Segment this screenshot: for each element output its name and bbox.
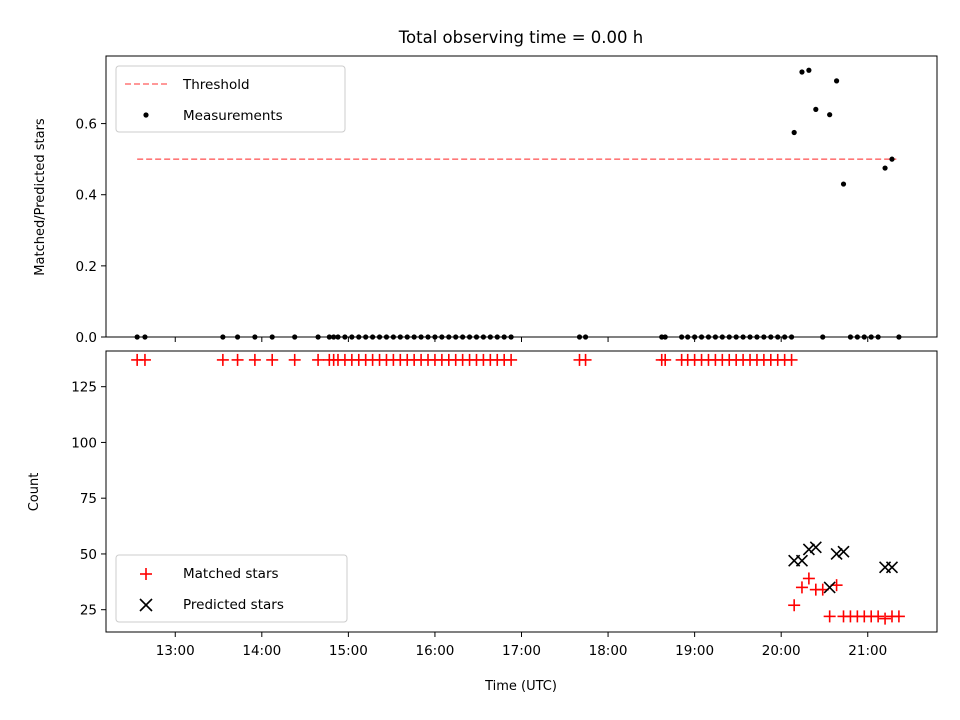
measurement-point <box>827 112 833 118</box>
measurement-point <box>813 106 819 112</box>
bottom-panel: Count Time (UTC) 25 50 75 100 125 13:00 14:00 1… <box>27 350 938 694</box>
matched-legend-label: Matched stars <box>183 566 279 582</box>
matched-star-point <box>266 353 279 366</box>
bottom-x-axis-label: Time (UTC) <box>484 679 557 694</box>
matched-star-point <box>795 581 808 594</box>
measurement-point <box>806 67 812 73</box>
matched-star-point <box>802 572 815 585</box>
bottom-x-tick-label: 15:00 <box>329 643 368 659</box>
bottom-legend-box <box>115 554 348 623</box>
measurement-point <box>882 165 888 171</box>
bottom-y-tick-label: 75 <box>80 491 97 507</box>
predicted-star-point <box>823 581 836 594</box>
top-legend-box <box>115 65 346 133</box>
matched-star-point <box>505 353 518 366</box>
measurements-legend-swatch <box>143 112 149 118</box>
bottom-x-tick-label: 18:00 <box>589 643 628 659</box>
predicted-star-point <box>885 561 899 574</box>
top-legend: Threshold Measurements <box>115 65 346 133</box>
bottom-axes-frame <box>105 350 938 633</box>
bottom-x-tick-label: 21:00 <box>848 643 887 659</box>
predicted-legend-swatch <box>139 598 153 612</box>
matched-star-point <box>288 353 301 366</box>
measurement-point <box>791 129 797 136</box>
matched-star-point <box>785 353 798 366</box>
bottom-x-tick-label: 16:00 <box>415 643 454 659</box>
bottom-y-tick-label: 50 <box>80 547 97 563</box>
measurement-point <box>833 78 840 84</box>
matched-star-point <box>823 610 836 623</box>
matched-star-point <box>138 353 151 366</box>
matched-star-point <box>312 353 325 366</box>
top-plot-area: 0.0 0.2 0.4 0.6 <box>76 67 902 346</box>
predicted-star-point <box>795 554 809 567</box>
matched-star-point <box>216 353 229 366</box>
measurement-point <box>889 156 895 162</box>
top-y-tick-label: 0.2 <box>76 259 97 275</box>
matched-legend-swatch <box>140 568 152 580</box>
measurements-legend-label: Measurements <box>183 108 283 124</box>
matched-star-point <box>248 353 261 366</box>
bottom-y-tick-label: 125 <box>71 380 97 396</box>
bottom-x-tick-label: 20:00 <box>762 643 801 659</box>
bottom-x-tick-label: 14:00 <box>242 643 281 659</box>
predicted-star-point <box>830 547 843 561</box>
bottom-x-tick-label: 17:00 <box>502 643 541 659</box>
bottom-x-tick-label: 19:00 <box>675 643 714 659</box>
bottom-y-tick-label: 100 <box>71 435 97 451</box>
predicted-star-point <box>802 543 815 556</box>
matched-star-point <box>872 610 885 623</box>
matched-star-point <box>231 353 244 366</box>
bottom-y-tick-label: 25 <box>80 603 97 619</box>
predicted-legend-label: Predicted stars <box>183 597 284 613</box>
bottom-legend: Matched stars Predicted stars <box>115 554 348 623</box>
top-y-axis-label: Matched/Predicted stars <box>33 118 48 276</box>
threshold-legend-label: Threshold <box>182 77 250 93</box>
top-y-tick-label: 0.4 <box>76 188 97 204</box>
top-y-tick-label: 0.0 <box>76 330 97 346</box>
matched-star-point <box>892 610 905 623</box>
measurement-point <box>840 181 847 187</box>
bottom-plot-area: 25 50 75 100 125 13:00 14:00 15:00 16:00 17:00 18:… <box>71 353 905 659</box>
top-panel: Total observing time = 0.00 h Matched/Pr… <box>33 28 938 346</box>
measurement-point <box>799 69 805 75</box>
predicted-star-point <box>837 545 850 558</box>
bottom-y-axis-label: Count <box>27 473 42 512</box>
matched-star-point <box>659 353 672 366</box>
matched-star-point <box>788 599 801 612</box>
matched-star-point <box>579 353 592 366</box>
chart-title: Total observing time = 0.00 h <box>398 28 643 47</box>
top-axes-frame <box>105 55 938 338</box>
matched-star-point <box>879 612 892 625</box>
bottom-x-tick-label: 13:00 <box>156 643 195 659</box>
predicted-star-point <box>809 541 822 554</box>
top-y-tick-label: 0.6 <box>76 117 97 133</box>
